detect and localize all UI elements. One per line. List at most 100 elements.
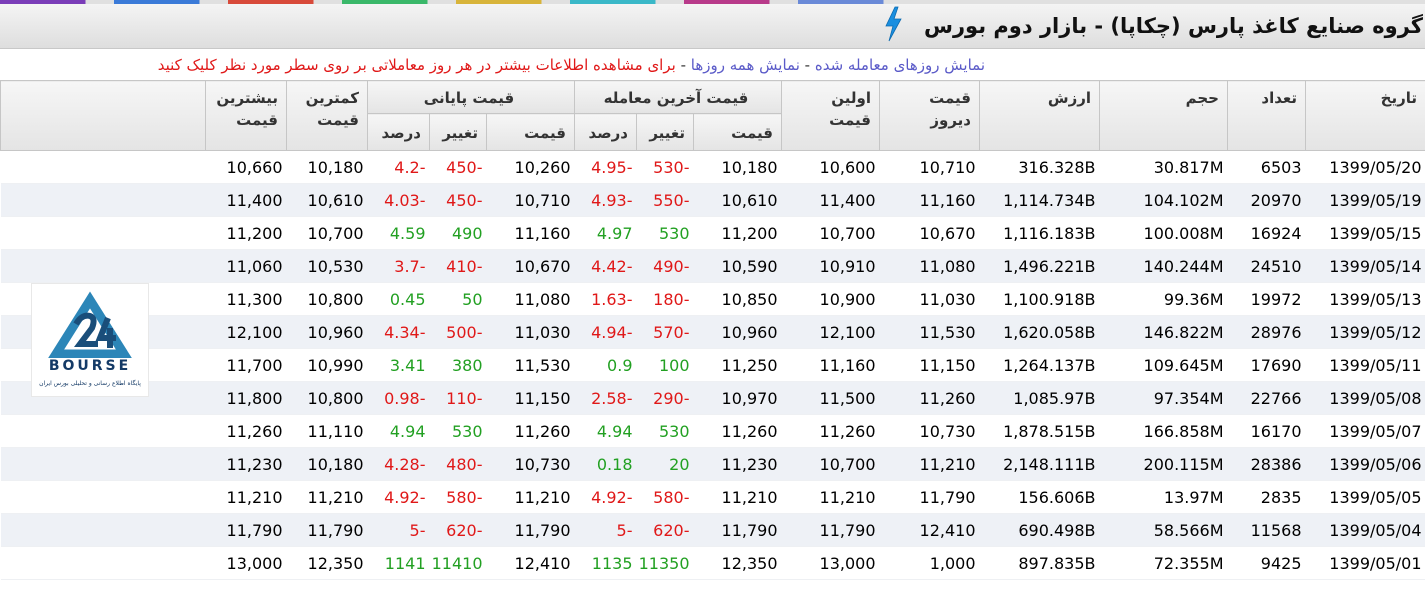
cell-closing-price: 11,260 [486,414,575,448]
cell-value: 156.606B [979,480,1100,514]
header-count[interactable]: تعداد [1227,80,1306,151]
table-row[interactable]: 1399/05/01 9425 72.355M 897.835B 1,000 13,000… [0,546,1425,580]
cell-first-price: 13,000 [781,546,880,580]
cell-high: 11,790 [205,513,287,547]
cell-high: 11,800 [205,381,287,415]
header-date[interactable]: تاریخ [1305,80,1425,151]
table-row[interactable]: 1399/05/12 28976 146.822M 1,620.058B 11,530 1… [0,315,1425,349]
cell-volume: 99.36M [1099,282,1228,316]
cell-blank [0,150,206,184]
cell-high: 11,700 [205,348,287,382]
cell-closing-change: 530 [429,414,487,448]
table-row[interactable]: 1399/05/06 28386 200.115M 2,148.111B 11,210 1… [0,447,1425,481]
cell-prev-price: 10,710 [879,150,980,184]
table-row[interactable]: 1399/05/15 16924 100.008M 1,116.183B 10,670 1… [0,216,1425,250]
show-all-days-link[interactable]: نمایش همه روزها [690,56,800,74]
header-lt-change[interactable]: تغییر [636,113,694,151]
cell-volume: 109.645M [1099,348,1228,382]
separator: - [675,56,686,74]
cell-date: 1399/05/05 [1305,480,1425,514]
top-color-strip [0,0,1425,4]
cell-closing-price: 11,160 [486,216,575,250]
table-row[interactable]: 1399/05/20 6503 30.817M 316.328B 10,710 10,60… [0,150,1425,184]
cell-count: 20970 [1227,183,1306,217]
cell-closing-change: -620 [429,513,487,547]
cell-last-trade-percent: 1135 [574,546,637,580]
info-bar: نمایش روزهای معامله شده - نمایش همه روزه… [0,52,1425,78]
header-cl-change[interactable]: تغییر [429,113,487,151]
cell-first-price: 11,260 [781,414,880,448]
cell-last-trade-percent: 0.9 [574,348,637,382]
cell-last-trade-percent: -4.42 [574,249,637,283]
cell-last-trade-price: 11,250 [693,348,782,382]
table-row[interactable]: 1399/05/05 2835 13.97M 156.606B 11,790 11,210… [0,480,1425,514]
header-cl-percent[interactable]: درصد [367,113,430,151]
table-row[interactable]: 1399/05/14 24510 140.244M 1,496.221B 11,080 1… [0,249,1425,283]
cell-volume: 72.355M [1099,546,1228,580]
cell-last-trade-price: 12,350 [693,546,782,580]
table-row[interactable]: 1399/05/19 20970 104.102M 1,114.734B 11,160 1… [0,183,1425,217]
header-prev-price[interactable]: قیمت دیروز [879,80,980,151]
table-body: 1399/05/20 6503 30.817M 316.328B 10,710 10,60… [0,150,1425,580]
cell-value: 1,496.221B [979,249,1100,283]
cell-last-trade-price: 11,260 [693,414,782,448]
cell-prev-price: 10,730 [879,414,980,448]
show-traded-days-link[interactable]: نمایش روزهای معامله شده [814,56,985,74]
cell-blank [0,447,206,481]
cell-last-trade-change: -620 [636,513,694,547]
cell-closing-change: -500 [429,315,487,349]
cell-value: 690.498B [979,513,1100,547]
cell-value: 2,148.111B [979,447,1100,481]
header-volume[interactable]: حجم [1099,80,1228,151]
cell-last-trade-price: 10,850 [693,282,782,316]
cell-closing-price: 10,260 [486,150,575,184]
cell-last-trade-change: -490 [636,249,694,283]
cell-count: 28976 [1227,315,1306,349]
table-row[interactable]: 1399/05/08 22766 97.354M 1,085.97B 11,260 11,… [0,381,1425,415]
cell-first-price: 11,160 [781,348,880,382]
cell-closing-change: -450 [429,150,487,184]
cell-low: 11,210 [286,480,368,514]
table-row[interactable]: 1399/05/11 17690 109.645M 1,264.137B 11,150 1… [0,348,1425,382]
header-closing-price[interactable]: قیمت پایانی [367,80,575,114]
header-lt-price[interactable]: قیمت [693,113,782,151]
cell-first-price: 11,210 [781,480,880,514]
table-row[interactable]: 1399/05/07 16170 166.858M 1,878.515B 10,730 1… [0,414,1425,448]
cell-last-trade-change: -530 [636,150,694,184]
separator: - [799,56,811,74]
cell-value: 1,620.058B [979,315,1100,349]
cell-closing-price: 11,210 [486,480,575,514]
bourse-logo-mark [48,291,132,358]
cell-count: 16924 [1227,216,1306,250]
cell-closing-price: 10,670 [486,249,575,283]
header-high[interactable]: بیشترین قیمت [205,80,287,151]
cell-blank [0,414,206,448]
cell-blank [0,249,206,283]
cell-first-price: 10,910 [781,249,880,283]
header-lt-percent[interactable]: درصد [574,113,637,151]
header-cl-price[interactable]: قیمت [486,113,575,151]
header-last-trade[interactable]: قیمت آخرین معامله [574,80,782,114]
cell-low: 10,610 [286,183,368,217]
table-row[interactable]: 1399/05/13 19972 99.36M 1,100.918B 11,030 10,… [0,282,1425,316]
cell-low: 10,960 [286,315,368,349]
cell-closing-percent: -3.7 [367,249,430,283]
logo-tagline: پایگاه اطلاع رسانی و تحلیلی بورس ایران [39,380,141,387]
header-value[interactable]: ارزش [979,80,1100,151]
cell-closing-percent: 1141 [367,546,430,580]
cell-blank [0,216,206,250]
cell-date: 1399/05/19 [1305,183,1425,217]
lightning-icon[interactable] [882,6,904,42]
cell-high: 12,100 [205,315,287,349]
cell-prev-price: 10,670 [879,216,980,250]
cell-blank [0,183,206,217]
cell-last-trade-price: 10,180 [693,150,782,184]
header-first-price[interactable]: اولین قیمت [781,80,880,151]
cell-first-price: 10,900 [781,282,880,316]
table-row[interactable]: 1399/05/04 11568 58.566M 690.498B 12,410 11,7… [0,513,1425,547]
cell-low: 10,180 [286,447,368,481]
cell-value: 1,114.734B [979,183,1100,217]
header-low[interactable]: کمترین قیمت [286,80,368,151]
cell-date: 1399/05/01 [1305,546,1425,580]
cell-date: 1399/05/12 [1305,315,1425,349]
